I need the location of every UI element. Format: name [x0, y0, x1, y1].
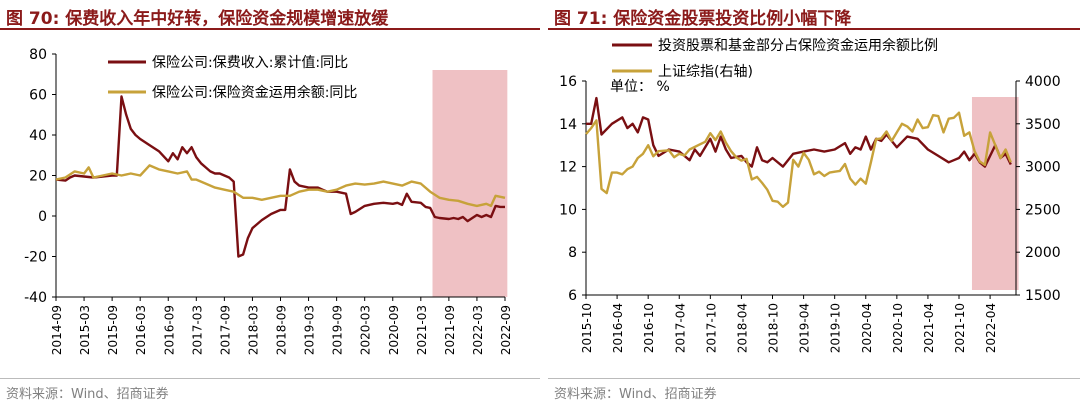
- right-line-chart: 16 14 12 10 8 6 4000 3500 3000 2500 2000 1500 2015-1…: [559, 37, 1061, 353]
- x-tick-label: 2019-10: [829, 303, 843, 353]
- x-tick-label: 2020-10: [891, 303, 905, 353]
- legend-label-2: 上证综指(右轴): [658, 64, 753, 80]
- x-tick-label: 2018-04: [735, 303, 749, 353]
- y-tick-label: 20: [29, 169, 47, 185]
- x-tick-label: 2014-09: [50, 305, 64, 355]
- x-tick-label: 2018-10: [767, 303, 781, 353]
- x-tick-label: 2019-09: [331, 305, 345, 355]
- left-source-rule: [0, 378, 540, 379]
- x-tick-label: 2021-03: [415, 305, 429, 355]
- y2-tick-label: 2500: [1025, 202, 1061, 218]
- legend-label-1: 投资股票和基金部分占保险资金运用余额比例: [658, 37, 938, 54]
- x-tick-label: 2017-03: [190, 305, 204, 355]
- x-tick-label: 2020-03: [359, 305, 373, 355]
- x-tick-label: 2018-09: [275, 305, 289, 355]
- y-tick-label: 60: [29, 88, 47, 104]
- y-tick-label: 0: [38, 209, 47, 225]
- left-chart-title: 图 70: 保费收入年中好转，保险资金规模增速放缓: [6, 9, 389, 29]
- x-tick-label: 2018-03: [246, 305, 260, 355]
- x-tick-label: 2021-04: [922, 303, 936, 353]
- x-tick-label: 2017-10: [704, 303, 718, 353]
- right-source-note: 资料来源：Wind、招商证券: [554, 387, 717, 402]
- x-tick-label: 2016-10: [642, 303, 656, 353]
- y-tick-label: 6: [568, 288, 577, 304]
- x-tick-label: 2017-04: [673, 303, 687, 353]
- y-tick-label: 8: [568, 245, 577, 261]
- x-tick-label: 2019-04: [798, 303, 812, 353]
- x-tick-label: 2015-09: [106, 305, 120, 355]
- unit-label: 单位： %: [610, 79, 670, 95]
- right-chart-title: 图 71: 保险资金股票投资比例小幅下降: [554, 9, 852, 29]
- series-line-2: [55, 164, 506, 208]
- y2-tick-label: 2000: [1025, 245, 1061, 261]
- shaded-region: [971, 97, 1019, 290]
- y-tick-label: 12: [559, 160, 577, 176]
- x-tick-label: 2019-03: [303, 305, 317, 355]
- y-tick-label: 80: [29, 47, 47, 63]
- left-source-note: 资料来源：Wind、招商证券: [6, 387, 169, 402]
- legend-label-2: 保险公司:保险资金运用余额:同比: [152, 84, 357, 101]
- series-line-2: [585, 111, 1012, 208]
- x-tick-label: 2020-04: [860, 303, 874, 353]
- left-title-rule: [0, 28, 540, 30]
- x-tick-label: 2016-03: [134, 305, 148, 355]
- x-tick-label: 2022-04: [984, 303, 998, 353]
- y-tick-label: 14: [559, 117, 577, 133]
- x-tick-label: 2022-09: [499, 305, 513, 355]
- y-tick-label: -20: [24, 250, 47, 266]
- series-line-1: [55, 95, 505, 258]
- y2-tick-label: 1500: [1025, 288, 1061, 304]
- right-title-rule: [548, 28, 1080, 30]
- x-tick-label: 2015-03: [78, 305, 92, 355]
- legend-label-1: 保险公司:保费收入:累计值:同比: [152, 55, 348, 71]
- x-tick-label: 2015-10: [580, 303, 594, 353]
- shaded-region: [432, 70, 508, 297]
- x-tick-label: 2022-03: [471, 305, 485, 355]
- y-tick-label: -40: [24, 290, 47, 306]
- x-tick-label: 2021-09: [443, 305, 457, 355]
- y-tick-label: 16: [559, 74, 577, 90]
- series-line-1: [586, 96, 1012, 168]
- y2-tick-label: 4000: [1025, 74, 1061, 90]
- y-tick-label: 10: [559, 202, 577, 218]
- y-tick-label: 40: [29, 128, 47, 144]
- x-tick-label: 2021-10: [953, 303, 967, 353]
- x-tick-label: 2017-09: [218, 305, 232, 355]
- y2-tick-label: 3000: [1025, 160, 1061, 176]
- y2-tick-label: 3500: [1025, 117, 1061, 133]
- x-tick-label: 2016-09: [162, 305, 176, 355]
- left-chart-panel: 图 70: 保费收入年中好转，保险资金规模增速放缓 80 60 40 20 0 -20 -4…: [0, 9, 540, 402]
- right-source-rule: [548, 378, 1080, 379]
- right-chart-panel: 图 71: 保险资金股票投资比例小幅下降 16 14 12 10 8 6 4000 3500 3…: [548, 0, 1080, 404]
- x-tick-label: 2020-09: [387, 305, 401, 355]
- x-tick-label: 2016-04: [611, 303, 625, 353]
